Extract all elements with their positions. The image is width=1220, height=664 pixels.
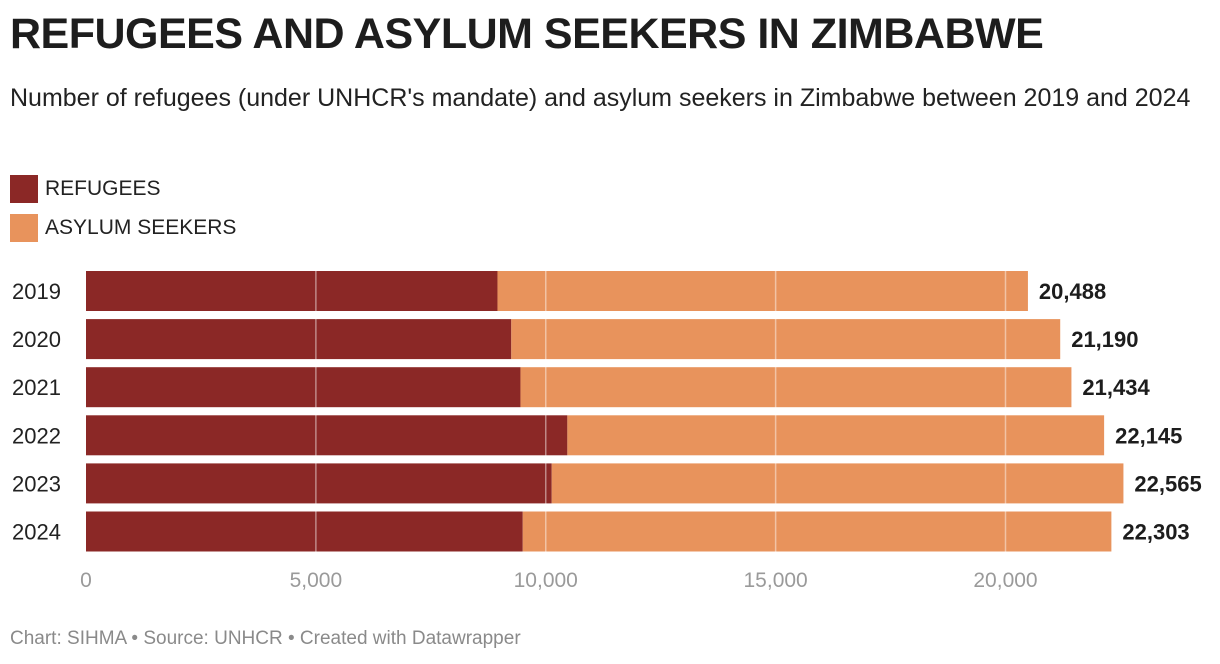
bar-refugees-2020 — [86, 319, 512, 360]
bar-asylum-seekers-2023 — [551, 463, 1124, 504]
bar-asylum-seekers-2021 — [520, 367, 1072, 408]
category-label-2022: 2022 — [12, 423, 61, 448]
x-tick-label-0: 0 — [80, 569, 92, 592]
bar-asylum-seekers-2020 — [511, 319, 1061, 360]
bar-refugees-2022 — [86, 415, 568, 456]
bar-asylum-seekers-2019 — [497, 271, 1028, 311]
category-label-2019: 2019 — [12, 279, 61, 304]
legend: REFUGEES ASYLUM SEEKERS — [10, 169, 236, 247]
chart-footer: Chart: SIHMA • Source: UNHCR • Created w… — [10, 628, 521, 649]
x-tick-label-5000: 5,000 — [290, 569, 343, 592]
chart-title: REFUGEES AND ASYLUM SEEKERS IN ZIMBABWE — [10, 10, 1044, 58]
total-label-2020: 21,190 — [1071, 327, 1138, 352]
bar-refugees-2023 — [86, 463, 552, 504]
total-label-2021: 21,434 — [1082, 375, 1150, 400]
bar-refugees-2019 — [86, 271, 498, 311]
legend-item-asylum-seekers: ASYLUM SEEKERS — [10, 208, 236, 247]
category-label-2024: 2024 — [12, 520, 61, 545]
total-label-2024: 22,303 — [1122, 520, 1189, 545]
bar-refugees-2021 — [86, 367, 521, 408]
category-label-2020: 2020 — [12, 327, 61, 352]
legend-swatch-refugees — [10, 174, 38, 203]
category-label-2021: 2021 — [12, 375, 61, 400]
bar-asylum-seekers-2024 — [522, 511, 1112, 552]
category-label-2023: 2023 — [12, 471, 61, 496]
total-label-2023: 22,565 — [1134, 471, 1201, 496]
x-tick-label-15000: 15,000 — [744, 569, 808, 592]
bar-refugees-2024 — [86, 511, 523, 552]
legend-swatch-asylum-seekers — [10, 213, 38, 242]
total-label-2019: 20,488 — [1039, 279, 1106, 304]
legend-label-refugees: REFUGEES — [45, 176, 161, 200]
legend-item-refugees: REFUGEES — [10, 169, 236, 208]
legend-label-asylum-seekers: ASYLUM SEEKERS — [45, 215, 237, 239]
x-tick-label-10000: 10,000 — [514, 569, 578, 592]
bar-asylum-seekers-2022 — [567, 415, 1105, 456]
chart-subtitle: Number of refugees (under UNHCR's mandat… — [10, 84, 1191, 112]
x-tick-label-20000: 20,000 — [973, 569, 1037, 592]
total-label-2022: 22,145 — [1115, 423, 1182, 448]
